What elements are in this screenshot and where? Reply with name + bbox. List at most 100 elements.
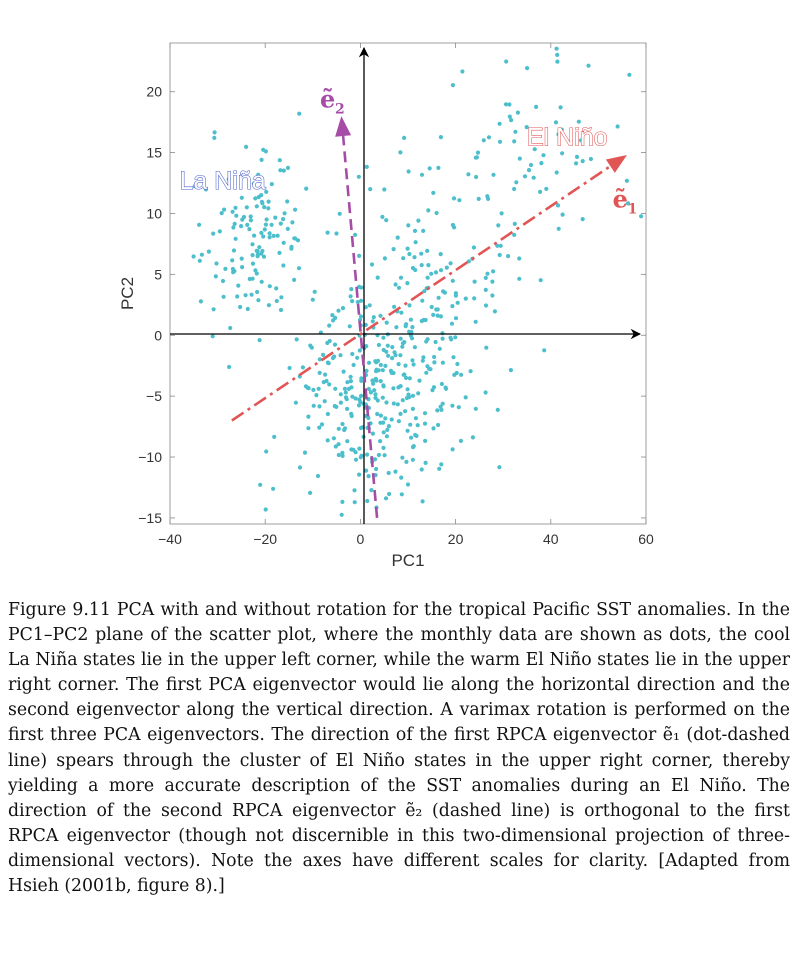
y-axis-label: PC2: [118, 277, 137, 310]
data-point: [310, 297, 315, 302]
data-point: [410, 325, 415, 330]
data-point: [348, 294, 353, 299]
data-point: [426, 208, 431, 213]
data-point: [374, 466, 379, 472]
data-point: [336, 426, 341, 431]
data-point: [399, 475, 404, 480]
data-point: [415, 423, 420, 428]
data-point: [317, 357, 322, 362]
data-point: [444, 265, 449, 270]
data-point: [453, 316, 459, 321]
data-point: [363, 305, 368, 310]
data-point: [556, 226, 561, 231]
data-point: [381, 347, 386, 353]
data-point: [306, 426, 311, 431]
data-point: [471, 245, 476, 250]
data-point: [398, 150, 403, 155]
data-point: [278, 307, 284, 313]
data-point: [277, 250, 282, 255]
data-point: [342, 427, 347, 433]
data-point: [206, 249, 211, 254]
data-point: [289, 244, 294, 249]
data-point: [403, 363, 408, 368]
data-point: [432, 354, 437, 360]
data-point: [233, 236, 238, 241]
data-point: [239, 195, 244, 200]
data-point: [357, 348, 362, 353]
data-point: [406, 223, 411, 228]
data-point: [441, 289, 446, 294]
data-point: [258, 482, 263, 487]
data-point: [274, 286, 279, 291]
data-point: [406, 392, 411, 397]
data-point: [491, 269, 496, 274]
data-point: [287, 365, 292, 371]
data-point: [223, 266, 228, 271]
data-point: [366, 415, 371, 421]
data-point: [466, 259, 471, 264]
data-point: [234, 213, 239, 218]
data-point: [412, 345, 417, 350]
data-point: [348, 374, 353, 379]
data-point: [463, 296, 468, 301]
data-point: [372, 388, 377, 393]
data-point: [472, 279, 477, 284]
data-point: [306, 414, 311, 419]
data-point: [420, 298, 425, 303]
data-point: [340, 421, 345, 427]
data-point: [541, 153, 546, 158]
plot-frame: [169, 42, 647, 525]
data-point: [422, 289, 427, 294]
data-point: [340, 453, 345, 458]
data-point: [639, 214, 644, 219]
data-point: [539, 161, 544, 166]
data-point: [525, 66, 530, 71]
data-point: [262, 227, 267, 232]
data-point: [352, 500, 357, 505]
data-point: [407, 303, 412, 308]
data-point: [213, 274, 218, 279]
data-point: [495, 243, 500, 248]
data-point: [416, 391, 421, 396]
data-point: [626, 201, 631, 206]
data-point: [624, 178, 630, 183]
data-point: [400, 398, 405, 403]
data-point: [421, 355, 426, 360]
data-point: [308, 343, 313, 348]
data-point: [431, 190, 436, 195]
data-point: [211, 307, 216, 312]
data-point: [408, 317, 413, 322]
data-point: [453, 335, 458, 340]
data-point: [385, 427, 390, 432]
data-point: [314, 393, 319, 398]
data-point: [333, 386, 338, 391]
data-point: [483, 275, 488, 280]
data-points: [191, 46, 644, 517]
data-point: [556, 132, 561, 137]
data-point: [378, 439, 383, 444]
data-point: [560, 151, 565, 156]
data-point: [191, 254, 196, 259]
data-point: [304, 186, 309, 191]
data-point: [243, 293, 248, 298]
data-point: [463, 395, 468, 400]
data-point: [294, 337, 299, 342]
data-point: [438, 252, 443, 257]
y-tick-label: −15: [138, 510, 162, 526]
data-point: [497, 139, 503, 144]
x-tick-label: 40: [543, 531, 559, 547]
data-point: [374, 367, 379, 372]
data-point: [458, 438, 463, 443]
data-point: [410, 358, 415, 363]
data-point: [203, 187, 208, 192]
data-point: [404, 459, 409, 464]
data-point: [403, 375, 409, 380]
data-point: [369, 488, 374, 493]
data-point: [239, 224, 244, 229]
data-point: [470, 435, 475, 440]
data-point: [395, 402, 400, 407]
data-point: [250, 253, 255, 258]
data-point: [357, 472, 362, 477]
data-point: [425, 275, 430, 280]
